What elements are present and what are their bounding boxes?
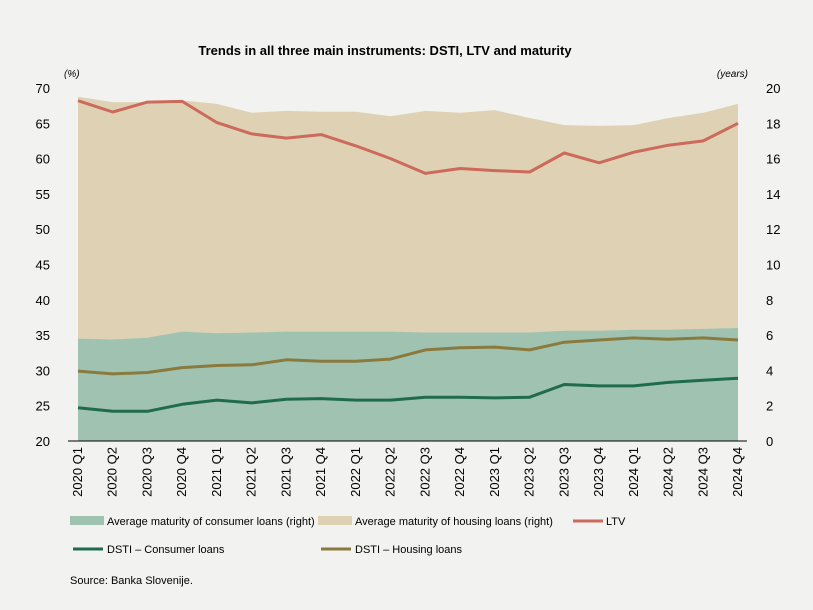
x-tick-label: 2023 Q2 [522,447,537,497]
x-tick-label: 2024 Q2 [661,447,676,497]
left-tick-label: 20 [36,434,50,449]
x-tick-label: 2024 Q1 [626,447,641,497]
x-tick-label: 2021 Q2 [244,447,259,497]
x-axis-ticks: 2020 Q1 2020 Q2 2020 Q3 2020 Q4 2021 Q1 2021 … [70,447,745,497]
area-consumer-maturity [78,328,738,441]
x-tick-label: 2022 Q2 [383,447,398,497]
right-tick-label: 4 [766,363,773,378]
left-tick-label: 60 [36,152,50,167]
left-tick-label: 35 [36,328,50,343]
right-tick-label: 18 [766,116,780,131]
left-tick-label: 50 [36,222,50,237]
area-series-group [78,96,738,442]
x-tick-label: 2022 Q4 [452,447,467,497]
right-tick-label: 2 [766,399,773,414]
right-tick-label: 0 [766,434,773,449]
legend-label-dsti-consumer: DSTI – Consumer loans [107,544,225,556]
right-tick-label: 16 [766,152,780,167]
left-axis-ticks: 20 25 30 35 40 45 50 55 60 65 70 [36,81,50,449]
x-tick-label: 2020 Q3 [139,447,154,497]
legend-label-housing-maturity: Average maturity of housing loans (right… [355,516,553,528]
right-tick-label: 6 [766,328,773,343]
left-tick-label: 30 [36,363,50,378]
x-tick-label: 2021 Q1 [209,447,224,497]
line-dsti-consumer [77,376,739,413]
legend-swatch-housing-maturity [318,516,352,525]
left-tick-label: 25 [36,399,50,414]
left-tick-label: 65 [36,116,50,131]
x-tick-label: 2022 Q3 [417,447,432,497]
right-tick-label: 14 [766,187,780,202]
chart-title: Trends in all three main instruments: DS… [198,43,572,58]
left-axis-unit: (%) [64,69,80,80]
legend-label-dsti-housing: DSTI – Housing loans [355,544,462,556]
legend-label-consumer-maturity: Average maturity of consumer loans (righ… [107,516,315,528]
line-series-group [77,99,739,413]
x-tick-label: 2023 Q1 [487,447,502,497]
right-tick-label: 12 [766,222,780,237]
x-tick-label: 2021 Q4 [313,447,328,497]
x-tick-label: 2021 Q3 [278,447,293,497]
legend-label-ltv: LTV [606,516,626,528]
x-tick-label: 2020 Q4 [174,447,189,497]
x-tick-label: 2024 Q3 [695,447,710,497]
x-tick-label: 2024 Q4 [730,447,745,497]
legend-swatch-consumer-maturity [70,516,104,525]
left-tick-label: 55 [36,187,50,202]
line-ltv [77,99,739,175]
right-tick-label: 20 [766,81,780,96]
left-tick-label: 45 [36,258,50,273]
x-tick-label: 2020 Q1 [70,447,85,497]
source-note: Source: Banka Slovenije. [70,575,193,587]
x-tick-label: 2020 Q2 [105,447,120,497]
left-tick-label: 40 [36,293,50,308]
right-axis-ticks: 0 2 4 6 8 10 12 14 16 18 20 [766,81,780,449]
x-tick-label: 2022 Q1 [348,447,363,497]
right-tick-label: 8 [766,293,773,308]
x-tick-label: 2023 Q4 [591,447,606,497]
left-tick-label: 70 [36,81,50,96]
right-axis-unit: (years) [717,69,748,80]
x-tick-label: 2023 Q3 [556,447,571,497]
line-dsti-housing [77,336,739,376]
legend: Average maturity of consumer loans (righ… [70,516,626,556]
right-tick-label: 10 [766,258,780,273]
